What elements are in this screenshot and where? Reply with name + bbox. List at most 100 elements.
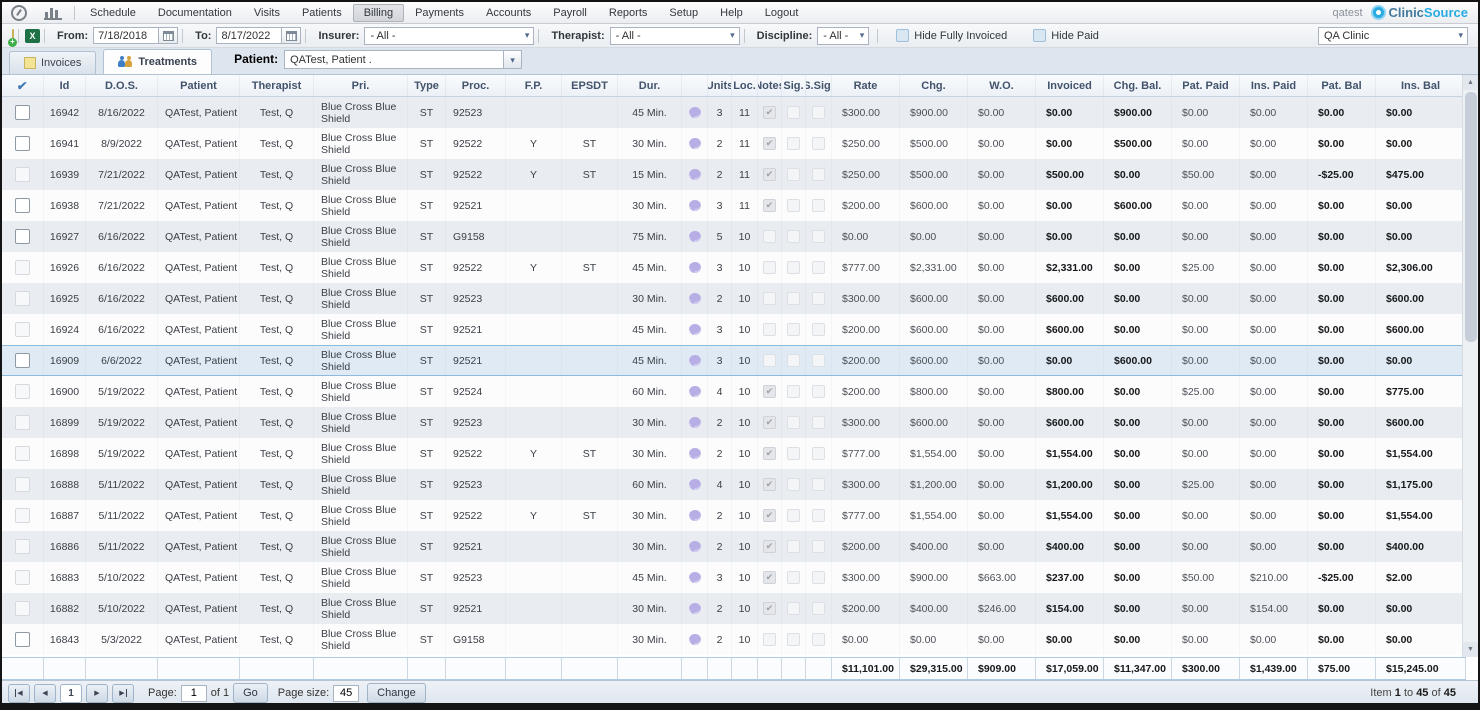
vertical-scrollbar[interactable]: ▲ ▼ [1462,75,1478,657]
column-header-units[interactable]: Units [708,75,732,96]
row-select-checkbox[interactable] [15,601,30,616]
change-button[interactable]: Change [367,683,426,703]
note-bubble-icon[interactable] [688,262,701,273]
note-bubble-icon[interactable] [688,231,701,242]
row-select-checkbox[interactable] [15,198,30,213]
note-bubble-icon[interactable] [688,541,701,552]
menu-item-schedule[interactable]: Schedule [90,6,136,19]
column-header-bubble[interactable] [682,75,708,96]
menu-item-patients[interactable]: Patients [301,6,342,19]
column-header-epsdt[interactable]: EPSDT [562,75,618,96]
column-header-chg[interactable]: Chg. [900,75,968,96]
go-button[interactable]: Go [233,683,268,703]
note-bubble-icon[interactable] [688,417,701,428]
tab-invoices[interactable]: Invoices [9,51,97,74]
clinic-dropdown[interactable]: QA Clinic ▾ [1318,26,1468,45]
row-select-checkbox[interactable] [15,105,30,120]
scrollbar-thumb[interactable] [1465,92,1477,342]
add-note-icon[interactable] [8,28,14,43]
table-row[interactable]: 16883 5/10/2022 QATest, Patient Test, Q Blue… [2,562,1466,593]
menu-item-setup[interactable]: Setup [669,6,699,19]
column-header-type[interactable]: Type [408,75,446,96]
dashboard-gauge-icon[interactable] [2,4,36,22]
menu-item-payroll[interactable]: Payroll [553,6,587,19]
row-select-checkbox[interactable] [15,229,30,244]
row-select-checkbox[interactable] [15,446,30,461]
note-bubble-icon[interactable] [688,634,701,645]
next-page-button[interactable]: ▶ [86,683,108,703]
row-select-checkbox[interactable] [15,322,30,337]
menu-item-billing[interactable]: Billing [352,3,405,22]
table-row[interactable]: 16927 6/16/2022 QATest, Patient Test, Q Blue… [2,221,1466,252]
row-select-checkbox[interactable] [15,384,30,399]
from-calendar-icon[interactable] [159,27,179,44]
scroll-up-icon[interactable]: ▲ [1463,75,1478,90]
table-row[interactable]: 16898 5/19/2022 QATest, Patient Test, Q Blue… [2,438,1466,469]
menu-item-payments[interactable]: Payments [415,6,464,19]
patient-dropdown-arrow-icon[interactable]: ▾ [504,50,523,69]
note-bubble-icon[interactable] [688,200,701,211]
to-date-input[interactable] [216,27,283,44]
row-select-checkbox[interactable] [15,477,30,492]
column-header-pri[interactable]: Pri. [314,75,408,96]
note-bubble-icon[interactable] [688,572,701,583]
column-header-id[interactable]: Id [44,75,86,96]
column-header-patient[interactable]: Patient [158,75,240,96]
column-header-rate[interactable]: Rate [832,75,900,96]
row-select-checkbox[interactable] [15,508,30,523]
table-row[interactable]: 16925 6/16/2022 QATest, Patient Test, Q Blue… [2,283,1466,314]
menu-item-documentation[interactable]: Documentation [157,6,232,19]
first-page-button[interactable]: ◀ [8,683,30,703]
from-date-input[interactable] [93,27,160,44]
tab-treatments[interactable]: Treatments [103,49,213,74]
table-row[interactable]: 16926 6/16/2022 QATest, Patient Test, Q Blue… [2,252,1466,283]
bar-chart-icon[interactable] [36,4,70,22]
table-row[interactable]: 16939 7/21/2022 QATest, Patient Test, Q Blue… [2,159,1466,190]
column-header-pat_paid[interactable]: Pat. Paid [1172,75,1240,96]
column-header-chg_bal[interactable]: Chg. Bal. [1104,75,1172,96]
column-header-loc[interactable]: Loc. [732,75,758,96]
row-select-checkbox[interactable] [15,136,30,151]
column-header-sig[interactable]: Sig. [782,75,806,96]
row-select-checkbox[interactable] [15,291,30,306]
note-bubble-icon[interactable] [688,479,701,490]
table-row[interactable]: 16899 5/19/2022 QATest, Patient Test, Q Blue… [2,407,1466,438]
note-bubble-icon[interactable] [688,324,701,335]
column-header-therapist[interactable]: Therapist [240,75,314,96]
table-row[interactable]: 16938 7/21/2022 QATest, Patient Test, Q Blue… [2,190,1466,221]
previous-page-button[interactable]: ◀ [34,683,56,703]
note-bubble-icon[interactable] [688,386,701,397]
column-header-invoiced[interactable]: Invoiced [1036,75,1104,96]
column-header-wo[interactable]: W.O. [968,75,1036,96]
column-header-notes[interactable]: Notes [758,75,782,96]
excel-export-icon[interactable]: X [23,28,40,43]
menu-item-reports[interactable]: Reports [608,6,648,19]
page-size-input[interactable] [333,684,360,702]
to-calendar-icon[interactable] [282,27,302,44]
table-row[interactable]: 16882 5/10/2022 QATest, Patient Test, Q Blue… [2,593,1466,624]
column-header-dur[interactable]: Dur. [618,75,682,96]
table-row[interactable]: 16886 5/11/2022 QATest, Patient Test, Q Blue… [2,531,1466,562]
note-bubble-icon[interactable] [688,603,701,614]
row-select-checkbox[interactable] [15,353,30,368]
column-header-fp[interactable]: F.P. [506,75,562,96]
table-row[interactable]: 16941 8/9/2022 QATest, Patient Test, Q Blue … [2,128,1466,159]
table-row[interactable]: 16942 8/16/2022 QATest, Patient Test, Q Blue… [2,97,1466,128]
row-select-checkbox[interactable] [15,632,30,647]
row-select-checkbox[interactable] [15,260,30,275]
table-row[interactable]: 16900 5/19/2022 QATest, Patient Test, Q Blue… [2,376,1466,407]
row-select-checkbox[interactable] [15,167,30,182]
table-row[interactable]: 16887 5/11/2022 QATest, Patient Test, Q Blue… [2,500,1466,531]
page-input[interactable] [180,684,207,702]
last-page-button[interactable]: ▶ [112,683,134,703]
hide-paid-checkbox[interactable] [1033,29,1047,42]
column-header-proc[interactable]: Proc. [446,75,506,96]
row-select-checkbox[interactable] [15,415,30,430]
column-header-sel[interactable]: ✔ [2,75,44,96]
note-bubble-icon[interactable] [688,510,701,521]
note-bubble-icon[interactable] [688,138,701,149]
note-bubble-icon[interactable] [688,293,701,304]
column-header-pat_bal[interactable]: Pat. Bal [1308,75,1376,96]
table-row[interactable]: 16924 6/16/2022 QATest, Patient Test, Q Blue… [2,314,1466,345]
insurer-dropdown[interactable]: - All - ▾ [364,26,535,45]
